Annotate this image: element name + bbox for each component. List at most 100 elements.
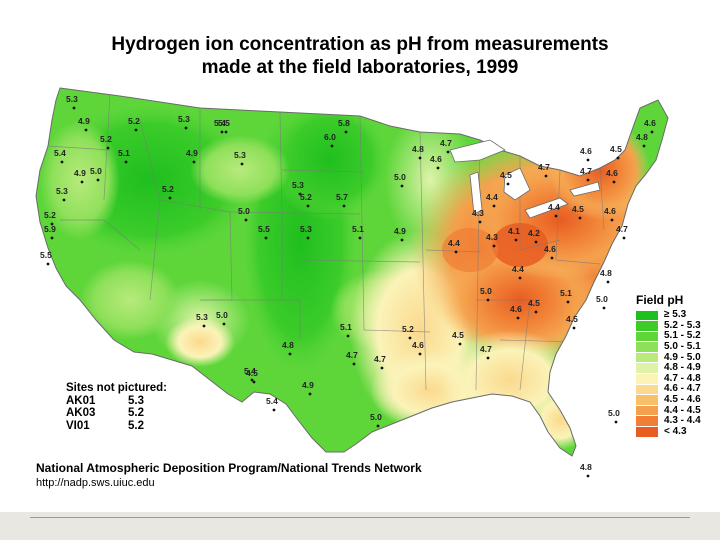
legend-swatch bbox=[636, 331, 658, 342]
site-dot bbox=[346, 334, 350, 338]
legend-swatch bbox=[636, 384, 658, 395]
site-dot bbox=[616, 156, 620, 160]
site-dot bbox=[298, 192, 302, 196]
site-id: AK03 bbox=[66, 407, 96, 419]
site-ph-label: 4.8 bbox=[282, 340, 294, 350]
site-ph-label: 5.5 bbox=[218, 118, 230, 128]
site-dot bbox=[224, 130, 228, 134]
site-dot bbox=[458, 342, 462, 346]
site-dot bbox=[50, 236, 54, 240]
site-dot bbox=[344, 130, 348, 134]
site-dot bbox=[486, 298, 490, 302]
site-ph-label: 4.3 bbox=[486, 232, 498, 242]
site-dot bbox=[642, 144, 646, 148]
site-ph-label: 4.3 bbox=[472, 208, 484, 218]
site-ph-label: 5.3 bbox=[292, 180, 304, 190]
site-ph-label: 5.4 bbox=[266, 396, 278, 406]
site-dot bbox=[272, 408, 276, 412]
site-ph-label: 5.0 bbox=[90, 166, 102, 176]
site-dot bbox=[306, 236, 310, 240]
site-ph-label: 4.5 bbox=[528, 298, 540, 308]
site-ph-label: 5.1 bbox=[560, 288, 572, 298]
legend-row: 4.7 - 4.8 bbox=[636, 373, 701, 385]
site-ph-label: 5.3 bbox=[300, 224, 312, 234]
site-ph-label: 5.4 bbox=[214, 118, 226, 128]
legend-row: 4.4 - 4.5 bbox=[636, 405, 701, 416]
site-ph-label: 5.3 bbox=[66, 94, 78, 104]
legend-rows: ≥ 5.3 5.2 - 5.3 5.1 - 5.2 5.0 - 5.1 4.9 - 5.… bbox=[636, 310, 701, 437]
us-outline bbox=[35, 87, 669, 457]
site-ph-label: 5.7 bbox=[336, 192, 348, 202]
site-ph-label: 5.0 bbox=[394, 172, 406, 182]
site-ph-label: 4.4 bbox=[512, 264, 524, 274]
site-dot bbox=[418, 352, 422, 356]
site-dot bbox=[306, 204, 310, 208]
site-dot bbox=[380, 366, 384, 370]
site-dot bbox=[222, 322, 226, 326]
site-dot bbox=[614, 420, 618, 424]
site-dot bbox=[572, 326, 576, 330]
site-row: AK01 5.3 bbox=[66, 395, 167, 408]
footer-organization: National Atmospheric Deposition Program/… bbox=[36, 461, 422, 475]
site-dot bbox=[586, 178, 590, 182]
legend-row: 4.8 - 4.9 bbox=[636, 363, 701, 374]
site-dot bbox=[106, 146, 110, 150]
site-ph-label: 5.0 bbox=[480, 286, 492, 296]
site-ph-label: 5.2 bbox=[128, 116, 140, 126]
site-ph-label: 5.3 bbox=[196, 312, 208, 322]
site-ph-label: 4.9 bbox=[78, 116, 90, 126]
legend-label: 4.5 - 4.6 bbox=[664, 394, 701, 406]
legend-row: 5.2 - 5.3 bbox=[636, 320, 701, 332]
legend-swatch bbox=[636, 405, 658, 416]
site-dot bbox=[84, 128, 88, 132]
site-ph-label: 4.8 bbox=[600, 268, 612, 278]
site-dot bbox=[612, 180, 616, 184]
site-ph-label: 5.8 bbox=[338, 118, 350, 128]
site-ph-label: 4.7 bbox=[616, 224, 628, 234]
site-dot bbox=[554, 214, 558, 218]
site-ph-label: 5.4 bbox=[244, 366, 256, 376]
legend-row: 4.5 - 4.6 bbox=[636, 395, 701, 406]
site-dot bbox=[124, 160, 128, 164]
site-dot bbox=[544, 174, 548, 178]
site-value: 5.2 bbox=[128, 419, 144, 432]
footer-url[interactable]: http://nadp.sws.uiuc.edu bbox=[36, 477, 155, 489]
site-ph-label: 4.2 bbox=[528, 228, 540, 238]
legend-row: ≥ 5.3 bbox=[636, 310, 701, 321]
state-boundaries bbox=[47, 93, 605, 391]
site-id: VI01 bbox=[66, 419, 90, 432]
site-dot bbox=[622, 236, 626, 240]
site-ph-label: 5.2 bbox=[100, 134, 112, 144]
legend-label: 4.6 - 4.7 bbox=[664, 383, 701, 395]
map-title-line-2: made at the field laboratories, 1999 bbox=[201, 57, 519, 78]
site-ph-label: 4.4 bbox=[548, 202, 560, 212]
site-ph-label: 4.6 bbox=[604, 206, 616, 216]
site-ph-label: 5.2 bbox=[162, 184, 174, 194]
site-ph-label: 4.7 bbox=[538, 162, 550, 172]
site-row: VI01 5.2 bbox=[66, 420, 167, 433]
site-ph-label: 5.2 bbox=[300, 192, 312, 202]
site-ph-label: 6.0 bbox=[324, 132, 336, 142]
map-title-line-1: Hydrogen ion concentration as pH from me… bbox=[111, 34, 609, 55]
site-dot bbox=[220, 130, 224, 134]
legend-label: 4.8 - 4.9 bbox=[664, 362, 701, 374]
site-dot bbox=[602, 306, 606, 310]
site-ph-label: 4.8 bbox=[580, 462, 592, 472]
site-ph-label: 4.6 bbox=[412, 340, 424, 350]
site-dot bbox=[492, 244, 496, 248]
site-dot bbox=[534, 310, 538, 314]
site-dot bbox=[586, 474, 590, 478]
site-labels: 5.34.95.25.2 5.3 5.45.4 5.14.9 5.05.35.25.25… bbox=[40, 94, 656, 478]
site-ph-label: 5.0 bbox=[370, 412, 382, 422]
legend-label: 4.3 - 4.4 bbox=[664, 415, 701, 427]
site-ph-label: 4.5 bbox=[572, 204, 584, 214]
site-dot bbox=[610, 218, 614, 222]
site-dot bbox=[244, 218, 248, 222]
site-dot bbox=[46, 262, 50, 266]
site-dot bbox=[134, 128, 138, 132]
site-ph-label: 5.4 bbox=[54, 148, 66, 158]
site-ph-label: 4.5 bbox=[610, 144, 622, 154]
site-dot bbox=[184, 126, 188, 130]
great-lakes bbox=[449, 139, 601, 219]
